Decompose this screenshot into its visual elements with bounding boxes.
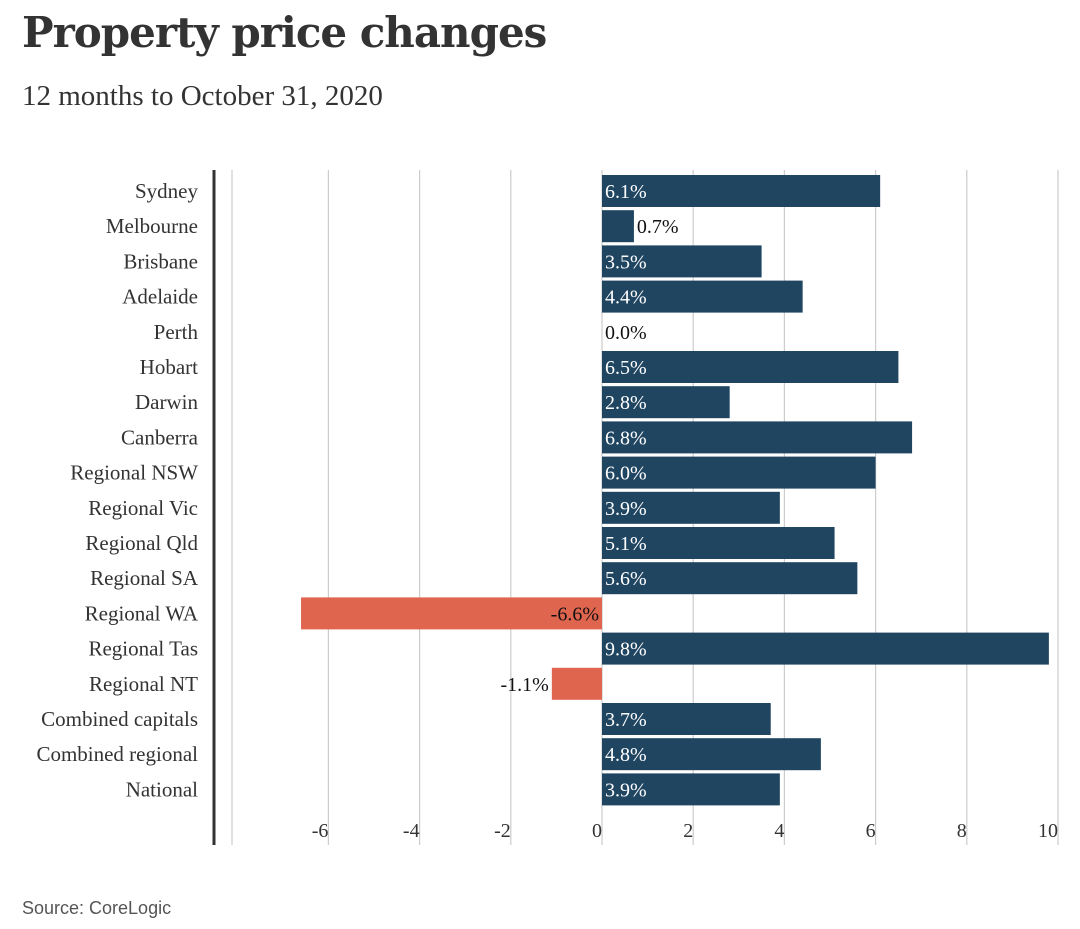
category-label: Canberra (121, 425, 199, 449)
category-label: Perth (154, 320, 199, 344)
bar (602, 245, 762, 278)
category-label: Combined capitals (41, 707, 198, 731)
category-label: Melbourne (106, 214, 198, 238)
bar (551, 667, 602, 700)
data-label: 0.0% (605, 322, 647, 344)
bar (602, 632, 1049, 665)
data-label: 5.1% (605, 533, 647, 555)
x-tick-label: 10 (1038, 820, 1058, 842)
data-label: -1.1% (501, 674, 549, 696)
bar (602, 210, 634, 243)
category-label: Regional NSW (70, 461, 198, 485)
bar (602, 280, 803, 313)
x-tick-label: -6 (312, 820, 329, 842)
data-label: 3.5% (605, 251, 647, 273)
chart-subtitle: 12 months to October 31, 2020 (22, 80, 383, 112)
bar (602, 421, 913, 454)
data-label: 6.8% (605, 427, 647, 449)
data-label: 3.9% (605, 498, 647, 520)
data-label: 5.6% (605, 568, 647, 590)
data-label: 9.8% (605, 639, 647, 661)
category-label: Regional Tas (88, 637, 198, 661)
bar (602, 562, 858, 595)
data-label: 6.5% (605, 357, 647, 379)
data-label: 2.8% (605, 392, 647, 414)
category-label: Combined regional (36, 742, 198, 766)
bar (602, 491, 780, 524)
category-label: Regional WA (85, 601, 199, 625)
data-label: 3.9% (605, 779, 647, 801)
x-tick-label: 0 (592, 820, 602, 842)
category-label: Regional NT (89, 672, 198, 696)
x-tick-label: -4 (403, 820, 420, 842)
x-tick-label: 4 (774, 820, 784, 842)
bar (602, 527, 835, 559)
x-tick-label: 2 (683, 820, 693, 842)
category-label: Darwin (135, 390, 198, 414)
category-label: Sydney (135, 179, 199, 203)
category-label: Hobart (140, 355, 198, 379)
bar (602, 456, 876, 489)
data-label: 3.7% (605, 709, 647, 731)
data-label: 0.7% (637, 216, 679, 238)
bar (602, 773, 780, 806)
bar (602, 386, 730, 419)
data-label: 6.0% (605, 463, 647, 485)
data-label: 4.4% (605, 287, 647, 309)
x-tick-label: 6 (866, 820, 876, 842)
data-label: 4.8% (605, 744, 647, 766)
x-tick-label: 8 (957, 820, 967, 842)
category-label: Adelaide (122, 285, 198, 309)
bar (602, 351, 899, 383)
x-tick-label: -2 (494, 820, 511, 842)
bar (301, 597, 602, 630)
category-label: Regional Vic (88, 496, 198, 520)
data-label: -6.6% (551, 603, 599, 625)
category-label: Regional SA (90, 566, 199, 590)
bar (602, 175, 881, 207)
data-label: 6.1% (605, 181, 647, 203)
category-label: Brisbane (123, 249, 198, 273)
category-label: Regional Qld (85, 531, 198, 555)
source-note: Source: CoreLogic (22, 898, 172, 918)
bar (602, 738, 821, 771)
bar (602, 703, 771, 735)
chart-title: Property price changes (22, 8, 547, 57)
category-label: National (126, 777, 198, 801)
